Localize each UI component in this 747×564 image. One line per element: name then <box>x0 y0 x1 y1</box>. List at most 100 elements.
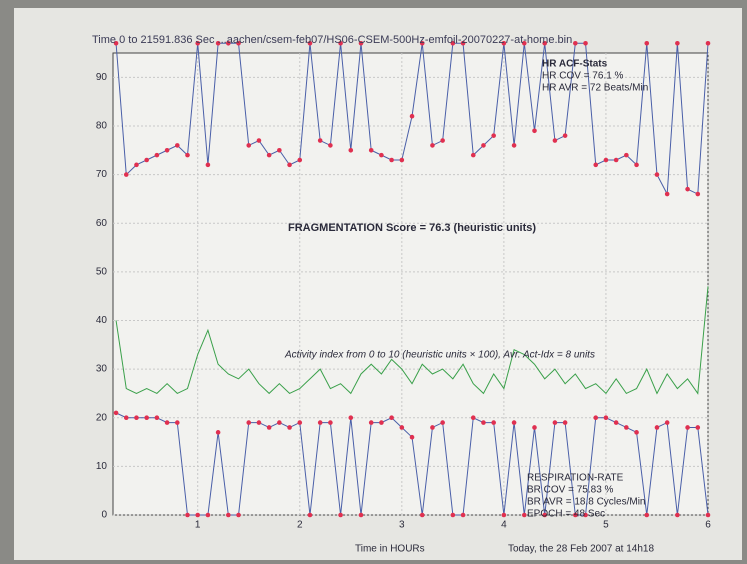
annotation: FRAGMENTATION Score = 76.3 (heuristic un… <box>288 222 536 234</box>
data-point <box>297 420 303 425</box>
data-point <box>532 128 537 134</box>
data-point <box>236 512 241 518</box>
annotation: EPOCH = 48 Sec <box>527 509 605 520</box>
data-point <box>552 138 558 143</box>
data-point <box>593 415 599 421</box>
data-point <box>399 425 405 430</box>
data-point <box>195 512 201 518</box>
x-tick-label: 1 <box>195 520 201 531</box>
data-point <box>379 152 384 158</box>
data-point <box>317 420 323 425</box>
y-tick-label: 80 <box>96 121 108 132</box>
data-point <box>215 430 221 435</box>
data-point <box>277 420 282 425</box>
data-point <box>573 40 578 46</box>
data-point <box>542 512 548 518</box>
data-point <box>154 152 160 158</box>
data-point <box>358 512 364 518</box>
data-point <box>205 162 211 168</box>
data-point <box>113 40 119 46</box>
data-point <box>675 40 680 46</box>
data-point <box>328 143 333 148</box>
data-point <box>338 40 343 46</box>
data-point <box>603 157 609 163</box>
data-point <box>144 415 149 421</box>
data-point <box>256 138 262 143</box>
data-point <box>389 157 394 163</box>
data-point <box>307 40 313 46</box>
data-point <box>654 425 660 430</box>
data-point <box>695 425 701 430</box>
data-point <box>583 40 588 46</box>
data-point <box>113 410 119 416</box>
chart-title: Time 0 to 21591.836 Sec ...aachen/csem-f… <box>92 34 572 46</box>
data-point <box>542 40 548 46</box>
data-point <box>603 415 609 421</box>
data-point <box>430 425 435 430</box>
data-point <box>379 420 384 425</box>
data-point <box>430 143 435 148</box>
data-point <box>287 425 292 430</box>
data-point <box>562 133 568 138</box>
data-point <box>287 162 292 168</box>
data-point <box>532 425 537 430</box>
data-point <box>501 512 507 518</box>
data-point <box>246 420 252 425</box>
data-point <box>144 157 149 163</box>
data-point <box>338 512 343 518</box>
annotation: HR ACF-Stats <box>542 59 608 70</box>
data-point <box>450 512 456 518</box>
data-point <box>613 157 619 163</box>
annotation: BR COV = 75.83 % <box>527 485 614 496</box>
data-point <box>440 420 445 425</box>
x-tick-label: 3 <box>399 520 405 531</box>
annotation: RESPIRATION-RATE <box>527 473 624 484</box>
y-tick-label: 70 <box>96 169 108 180</box>
data-point <box>470 152 476 158</box>
data-point <box>389 415 394 421</box>
data-point <box>419 512 425 518</box>
data-point <box>705 512 711 518</box>
data-point <box>134 415 139 421</box>
data-point <box>654 172 660 177</box>
data-point <box>236 40 241 46</box>
grid: 0 10 20 30 40 50 60 70 80 90 1 2 3 4 5 6 <box>96 53 711 531</box>
data-point <box>685 425 690 430</box>
x-tick-label: 2 <box>297 520 303 531</box>
data-point <box>419 40 425 46</box>
data-point <box>440 138 445 143</box>
y-tick-label: 20 <box>96 412 108 423</box>
data-point <box>695 191 701 197</box>
data-point <box>481 143 486 148</box>
series-line <box>115 286 709 395</box>
data-point <box>685 186 690 192</box>
data-point <box>613 420 619 425</box>
data-point <box>277 147 282 153</box>
annotation: HR AVR = 72 Beats/Min <box>542 83 648 94</box>
y-tick-label: 0 <box>101 510 107 521</box>
data-point <box>226 40 231 46</box>
data-point <box>164 147 170 153</box>
annotation: BR AVR = 18.8 Cycles/Min <box>527 497 645 508</box>
data-point <box>644 512 650 518</box>
data-point <box>552 420 558 425</box>
data-point <box>174 420 180 425</box>
data-point <box>511 420 517 425</box>
data-point <box>470 415 476 421</box>
data-point <box>634 430 639 435</box>
data-point <box>154 415 160 421</box>
data-point <box>195 40 201 46</box>
data-point <box>307 512 313 518</box>
data-point <box>368 420 374 425</box>
data-point <box>348 147 354 153</box>
data-point <box>134 162 139 168</box>
data-point <box>185 512 190 518</box>
x-tick-label: 6 <box>705 520 711 531</box>
data-point <box>205 512 211 518</box>
x-tick-label: 4 <box>501 520 507 531</box>
data-point <box>266 152 272 158</box>
y-tick-label: 30 <box>96 364 108 375</box>
data-point <box>521 40 527 46</box>
data-point <box>521 512 527 518</box>
